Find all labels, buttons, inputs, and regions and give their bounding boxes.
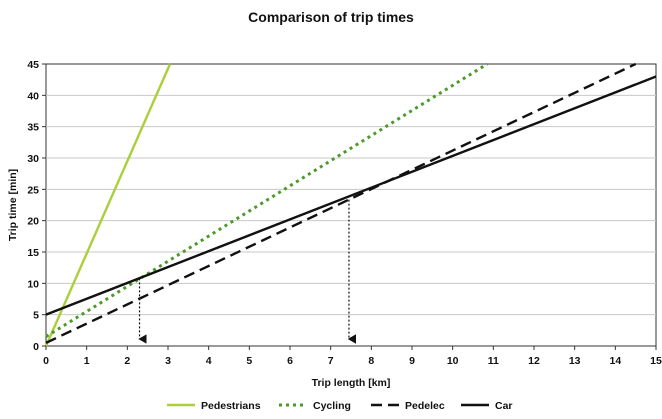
x-tick-label: 0 xyxy=(43,355,49,367)
y-tick-label: 40 xyxy=(27,90,39,102)
x-tick-label: 8 xyxy=(368,355,374,367)
y-tick-label: 20 xyxy=(27,216,39,228)
series-line-car xyxy=(45,75,657,316)
series-line-pedelec xyxy=(45,62,637,344)
x-tick-label: 10 xyxy=(447,355,459,367)
x-axis-title: Trip length [km] xyxy=(312,377,391,389)
gridlines xyxy=(46,94,656,316)
x-tick-label: 1 xyxy=(84,355,90,367)
y-tick-label: 25 xyxy=(27,184,39,196)
y-tick-label: 10 xyxy=(27,278,39,290)
series-lines xyxy=(44,62,657,347)
legend-label-pedestrians: Pedestrians xyxy=(201,400,261,412)
series-line-pedestrians xyxy=(44,63,172,347)
y-tick-label: 15 xyxy=(27,247,39,259)
y-tick-label: 5 xyxy=(33,310,39,322)
x-tick-label: 4 xyxy=(206,355,212,367)
x-tick-label: 7 xyxy=(328,355,334,367)
y-axis-title: Trip time [min] xyxy=(7,169,19,241)
y-axis-ticks: 0 5 10 15 20 25 30 35 40 45 xyxy=(27,59,46,353)
x-tick-label: 14 xyxy=(609,355,621,367)
x-tick-label: 5 xyxy=(246,355,252,367)
x-tick-label: 11 xyxy=(488,355,499,367)
x-tick-label: 9 xyxy=(409,355,415,367)
x-tick-label: 3 xyxy=(165,355,171,367)
legend-label-pedelec: Pedelec xyxy=(405,400,445,412)
y-tick-label: 0 xyxy=(33,341,39,353)
chart-title: Comparison of trip times xyxy=(248,9,414,25)
x-tick-label: 15 xyxy=(650,355,662,367)
y-tick-label: 35 xyxy=(27,122,39,134)
legend-label-car: Car xyxy=(495,400,513,412)
x-tick-label: 2 xyxy=(124,355,130,367)
x-tick-label: 12 xyxy=(528,355,540,367)
plot-area xyxy=(44,62,657,347)
plot-background xyxy=(45,63,657,347)
x-tick-label: 13 xyxy=(569,355,581,367)
series-line-cycling xyxy=(45,62,489,338)
y-tick-label: 30 xyxy=(27,153,39,165)
legend-label-cycling: Cycling xyxy=(313,400,351,412)
y-tick-label: 45 xyxy=(27,59,39,71)
x-axis-ticks: 0 1 2 3 4 5 6 7 8 9 10 11 12 13 14 15 xyxy=(43,346,662,367)
legend: Pedestrians Cycling Pedelec Car xyxy=(167,400,513,412)
x-tick-label: 6 xyxy=(287,355,293,367)
